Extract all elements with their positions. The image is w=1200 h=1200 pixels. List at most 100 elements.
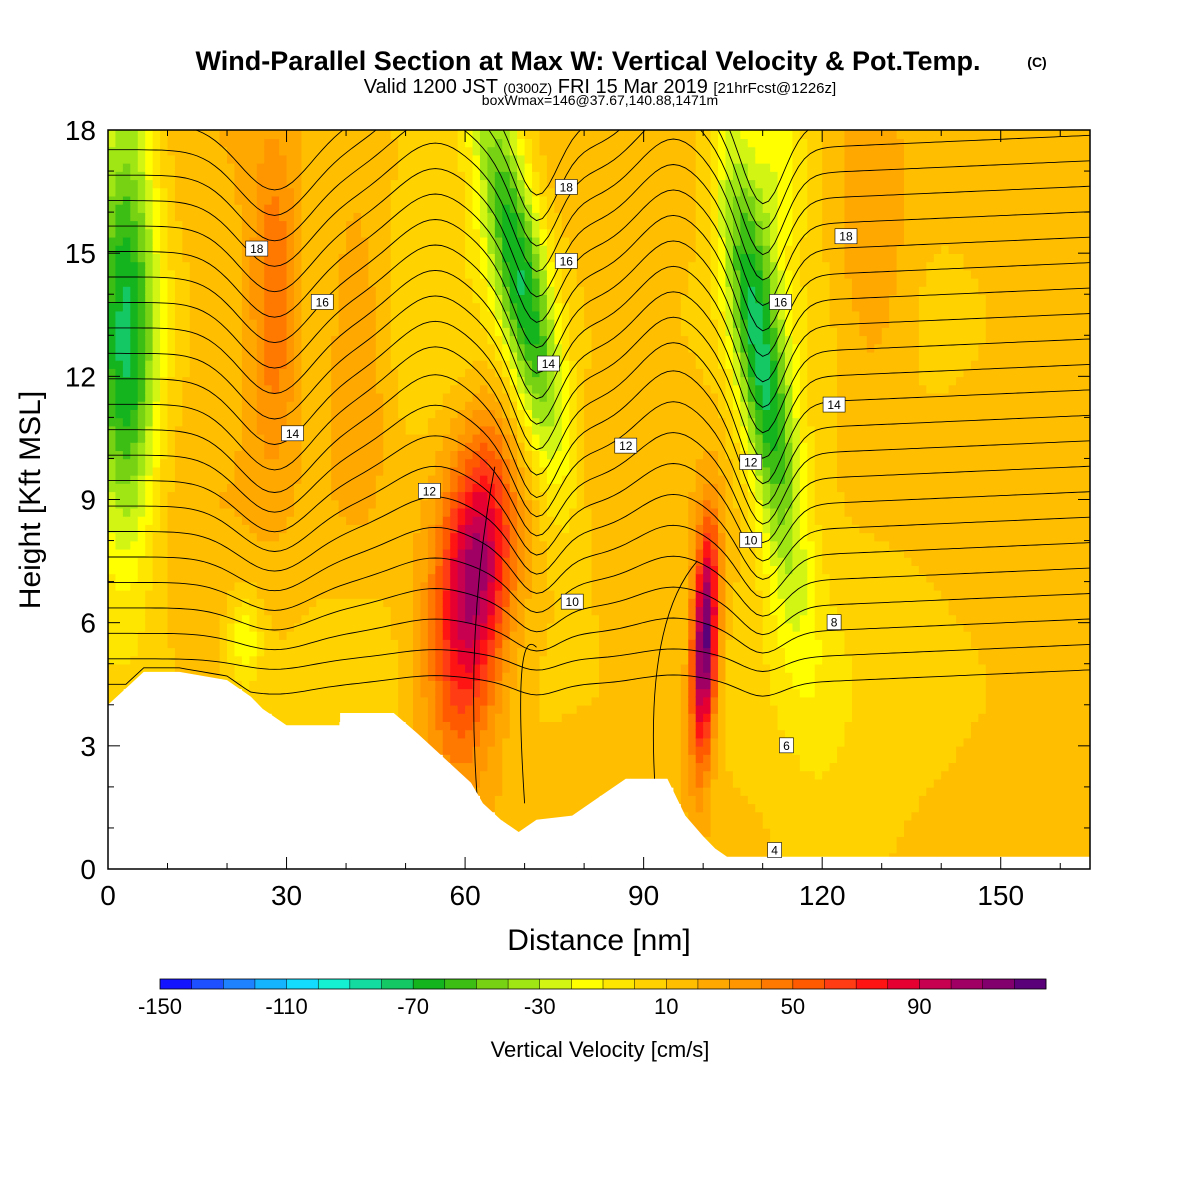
velocity-cell <box>442 622 452 632</box>
velocity-cell <box>539 433 548 443</box>
velocity-cell <box>472 458 481 468</box>
velocity-cell <box>346 269 355 279</box>
velocity-cell <box>413 704 422 714</box>
velocity-cell <box>227 195 236 205</box>
velocity-cell <box>554 745 563 755</box>
velocity-cell <box>420 409 429 419</box>
velocity-cell <box>316 696 325 706</box>
velocity-cell <box>353 327 362 337</box>
velocity-cell <box>517 474 526 484</box>
velocity-cell <box>212 302 221 312</box>
velocity-cell <box>487 400 496 410</box>
velocity-cell <box>212 450 221 460</box>
velocity-cell <box>338 565 347 575</box>
velocity-cell <box>435 261 444 271</box>
velocity-cell <box>450 556 459 566</box>
velocity-cell <box>427 630 437 640</box>
velocity-cell <box>338 376 347 386</box>
velocity-cell <box>189 581 199 591</box>
velocity-cell <box>264 384 273 394</box>
velocity-cell <box>204 384 213 394</box>
velocity-cell <box>197 359 206 369</box>
velocity-cell <box>264 540 273 550</box>
velocity-cell <box>316 146 325 156</box>
velocity-cell <box>532 400 541 410</box>
velocity-cell <box>494 261 504 271</box>
velocity-cell <box>212 524 221 534</box>
velocity-cell <box>420 647 429 657</box>
velocity-cell <box>241 532 251 542</box>
velocity-cell <box>398 442 407 452</box>
velocity-cell <box>137 318 146 328</box>
velocity-cell <box>554 220 563 230</box>
velocity-cell <box>375 499 385 509</box>
velocity-cell <box>331 712 340 722</box>
velocity-cell <box>279 384 288 394</box>
velocity-cell <box>182 655 191 665</box>
velocity-cell <box>212 671 221 681</box>
velocity-cell <box>241 409 251 419</box>
velocity-cell <box>584 400 593 410</box>
chart-title: Wind-Parallel Section at Max W: Vertical… <box>196 46 981 76</box>
velocity-cell <box>338 524 347 534</box>
velocity-cell <box>442 286 452 296</box>
velocity-cell <box>383 351 392 361</box>
velocity-cell <box>576 754 585 764</box>
velocity-cell <box>465 671 474 681</box>
velocity-cell <box>442 491 452 501</box>
velocity-cell <box>279 351 288 361</box>
velocity-cell <box>383 704 392 714</box>
velocity-cell <box>398 244 407 254</box>
velocity-cell <box>390 556 399 566</box>
velocity-cell <box>576 450 585 460</box>
velocity-cell <box>383 647 392 657</box>
velocity-cell <box>353 203 362 213</box>
velocity-cell <box>338 450 347 460</box>
velocity-cell <box>308 433 318 443</box>
velocity-cell <box>584 491 593 501</box>
velocity-cell <box>532 417 541 427</box>
velocity-cell <box>301 630 310 640</box>
velocity-cell <box>197 384 206 394</box>
velocity-cell <box>360 647 370 657</box>
velocity-cell <box>219 655 228 665</box>
velocity-cell <box>442 647 452 657</box>
velocity-cell <box>479 138 489 148</box>
velocity-cell <box>554 803 563 813</box>
velocity-cell <box>472 565 481 575</box>
velocity-cell <box>241 302 251 312</box>
velocity-cell <box>316 581 325 591</box>
velocity-cell <box>509 540 518 550</box>
velocity-cell <box>524 130 533 140</box>
velocity-cell <box>420 203 429 213</box>
velocity-cell <box>234 244 243 254</box>
velocity-cell <box>331 302 340 312</box>
velocity-cell <box>256 573 266 583</box>
velocity-cell <box>227 179 236 189</box>
velocity-cell <box>494 138 504 148</box>
velocity-cell <box>368 581 377 591</box>
velocity-cell <box>569 351 578 361</box>
velocity-cell <box>405 392 414 402</box>
velocity-cell <box>435 277 444 287</box>
velocity-cell <box>539 729 548 739</box>
velocity-cell <box>130 630 139 640</box>
velocity-cell <box>189 548 199 558</box>
velocity-cell <box>152 286 161 296</box>
velocity-cell <box>539 335 548 345</box>
velocity-cell <box>316 499 325 509</box>
velocity-cell <box>487 754 496 764</box>
velocity-cell <box>279 622 288 632</box>
velocity-cell <box>160 220 169 230</box>
velocity-cell <box>569 318 578 328</box>
velocity-cell <box>427 704 437 714</box>
velocity-cell <box>197 499 206 509</box>
velocity-cell <box>331 195 340 205</box>
velocity-cell <box>383 162 392 172</box>
velocity-cell <box>241 483 251 493</box>
velocity-cell <box>413 179 422 189</box>
velocity-cell <box>286 318 295 328</box>
velocity-cell <box>241 581 251 591</box>
velocity-cell <box>554 384 563 394</box>
velocity-cell <box>167 589 176 599</box>
